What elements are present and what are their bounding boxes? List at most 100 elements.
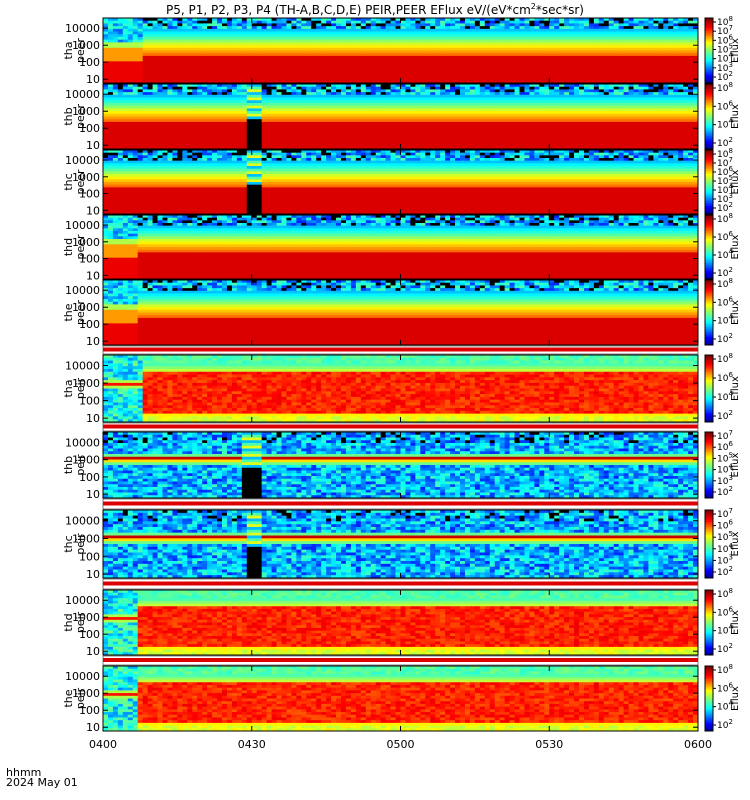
heatmap-cell bbox=[132, 127, 139, 131]
heatmap-cell bbox=[187, 28, 193, 32]
heatmap-cell bbox=[350, 86, 357, 90]
heatmap-cell bbox=[231, 39, 238, 43]
heatmap-cell bbox=[445, 130, 451, 134]
heatmap-cell bbox=[643, 74, 649, 78]
heatmap-cell bbox=[276, 119, 282, 123]
heatmap-cell bbox=[182, 94, 188, 98]
heatmap-cell bbox=[311, 127, 317, 131]
heatmap-cell bbox=[236, 119, 243, 123]
heatmap-cell bbox=[598, 39, 605, 43]
heatmap-cell bbox=[132, 94, 139, 98]
heatmap-cell bbox=[400, 124, 406, 128]
heatmap-cell bbox=[192, 92, 198, 96]
heatmap-cell bbox=[360, 18, 367, 22]
heatmap-cell bbox=[425, 127, 431, 131]
heatmap-cell bbox=[430, 84, 436, 88]
heatmap-cell bbox=[197, 111, 203, 115]
heatmap-cell bbox=[628, 45, 634, 49]
heatmap-cell bbox=[400, 28, 406, 32]
heatmap-cell bbox=[281, 132, 287, 136]
heatmap-cell bbox=[693, 72, 699, 76]
heatmap-cell bbox=[187, 119, 193, 123]
heatmap-cell bbox=[588, 47, 595, 51]
heatmap-cell bbox=[504, 80, 510, 84]
heatmap-cell bbox=[479, 61, 486, 65]
heatmap-cell bbox=[588, 74, 595, 78]
heatmap-cell bbox=[251, 89, 258, 93]
heatmap-cell bbox=[464, 113, 471, 117]
heatmap-cell bbox=[117, 55, 124, 60]
heatmap-cell bbox=[360, 92, 367, 96]
heatmap-cell bbox=[365, 127, 372, 131]
heatmap-cell bbox=[296, 113, 302, 117]
heatmap-cell bbox=[217, 36, 223, 41]
heatmap-cell bbox=[420, 47, 426, 51]
heatmap-cell bbox=[286, 111, 292, 115]
heatmap-cell bbox=[350, 39, 357, 43]
heatmap-cell bbox=[688, 66, 694, 70]
heatmap-cell bbox=[499, 80, 506, 84]
heatmap-cell bbox=[588, 53, 595, 57]
heatmap-cell bbox=[281, 108, 287, 112]
heatmap-cell bbox=[236, 31, 243, 35]
heatmap-cell bbox=[390, 132, 396, 136]
heatmap-cell bbox=[445, 45, 451, 49]
heatmap-cell bbox=[266, 124, 272, 128]
heatmap-cell bbox=[464, 97, 471, 101]
heatmap-cell bbox=[251, 135, 258, 139]
heatmap-cell bbox=[484, 97, 491, 101]
heatmap-cell bbox=[489, 50, 496, 54]
heatmap-cell bbox=[246, 92, 253, 96]
heatmap-cell bbox=[375, 89, 382, 93]
heatmap-cell bbox=[544, 53, 550, 57]
heatmap-cell bbox=[370, 119, 377, 123]
heatmap-cell bbox=[326, 58, 332, 62]
heatmap-cell bbox=[296, 72, 302, 76]
heatmap-cell bbox=[261, 135, 268, 139]
heatmap-cell bbox=[633, 31, 639, 35]
heatmap-cell bbox=[435, 34, 441, 38]
heatmap-cell bbox=[355, 53, 362, 57]
heatmap-cell bbox=[326, 47, 332, 51]
heatmap-cell bbox=[331, 146, 337, 150]
heatmap-cell bbox=[157, 146, 163, 150]
heatmap-cell bbox=[276, 130, 282, 134]
heatmap-cell bbox=[112, 94, 119, 98]
heatmap-cell bbox=[112, 146, 119, 150]
heatmap-cell bbox=[112, 138, 119, 142]
heatmap-cell bbox=[405, 130, 411, 134]
heatmap-cell bbox=[256, 146, 263, 150]
heatmap-cell bbox=[152, 50, 158, 54]
heatmap-cell bbox=[281, 50, 287, 54]
heatmap-cell bbox=[132, 113, 139, 117]
heatmap-cell bbox=[420, 39, 426, 43]
heatmap-cell bbox=[588, 80, 595, 84]
heatmap-cell bbox=[197, 53, 203, 57]
heatmap-cell bbox=[420, 66, 426, 70]
heatmap-cell bbox=[504, 61, 510, 65]
heatmap-cell bbox=[246, 113, 253, 117]
heatmap-cell bbox=[539, 58, 545, 62]
heatmap-cell bbox=[350, 77, 357, 81]
heatmap-cell bbox=[618, 42, 625, 46]
heatmap-cell bbox=[236, 113, 243, 117]
heatmap-cell bbox=[241, 20, 248, 24]
heatmap-cell bbox=[182, 146, 188, 150]
heatmap-cell bbox=[415, 143, 421, 147]
heatmap-cell bbox=[450, 69, 456, 73]
heatmap-cell bbox=[460, 20, 466, 24]
heatmap-cell bbox=[276, 127, 282, 131]
heatmap-cell bbox=[127, 36, 134, 41]
heatmap-cell bbox=[152, 132, 158, 136]
heatmap-cell bbox=[217, 89, 223, 93]
heatmap-cell bbox=[341, 92, 347, 96]
heatmap-cell bbox=[251, 69, 258, 73]
heatmap-cell bbox=[231, 36, 238, 41]
heatmap-cell bbox=[281, 119, 287, 123]
heatmap-cell bbox=[469, 86, 476, 90]
heatmap-cell bbox=[316, 28, 322, 32]
heatmap-cell bbox=[450, 77, 456, 81]
heatmap-cell bbox=[375, 132, 382, 136]
heatmap-cell bbox=[628, 26, 634, 30]
heatmap-cell bbox=[137, 64, 144, 68]
